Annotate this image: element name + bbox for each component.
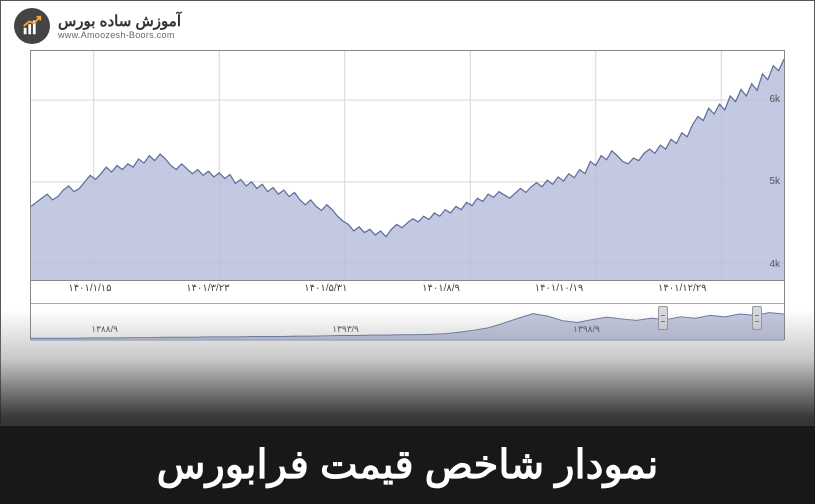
x-tick-label: ۱۴۰۱/۱/۱۵ [68,283,111,301]
y-tick-label: 5k [769,176,780,187]
logo: آموزش ساده بورس www.Amoozesh-Boors.com [14,8,181,44]
y-tick-label: 6k [769,94,780,105]
x-axis-labels: ۱۴۰۱/۱/۱۵ ۱۴۰۱/۳/۲۳ ۱۴۰۱/۵/۳۱ ۱۴۰۱/۸/۹ ۱۴۰۱/… [31,283,744,301]
logo-chart-icon [14,8,50,44]
x-tick-label: ۱۴۰۱/۸/۹ [422,283,460,301]
x-tick-label: ۱۴۰۱/۳/۲۳ [186,283,229,301]
x-tick-label: ۱۴۰۱/۱۰/۱۹ [535,283,584,301]
chart-container: 4k 5k 6k ۱۴۰۱/۱/۱۵۱۴۰۱/۳/۲۳۱۴۰۱/۵/۳۱۱۴۰۱… [30,50,785,340]
logo-title: آموزش ساده بورس [58,12,181,30]
x-tick-label: ۱۴۰۱/۵/۳۱ [304,283,347,301]
logo-url: www.Amoozesh-Boors.com [58,30,181,40]
main-price-chart[interactable]: 4k 5k 6k [31,51,784,281]
page-title: نمودار شاخص قیمت فرابورس [157,442,659,488]
x-tick-label: ۱۴۰۱/۱۲/۲۹ [658,283,707,301]
title-bar: نمودار شاخص قیمت فرابورس [0,426,815,504]
y-tick-label: 4k [769,259,780,270]
